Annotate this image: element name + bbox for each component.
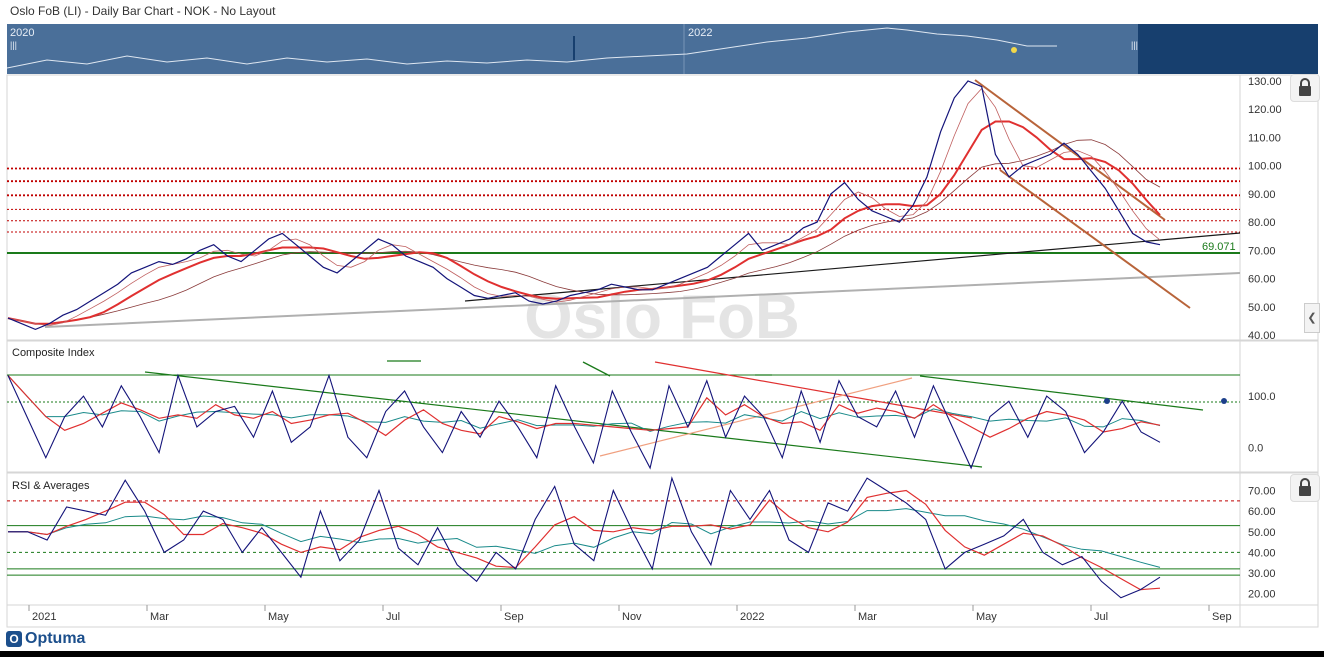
price-moving-average[interactable] <box>7 120 1161 325</box>
composite-tick-label: 100.0 <box>1248 391 1276 403</box>
price-tick-label: 100.00 <box>1248 161 1282 173</box>
collapse-panel-chevron-icon[interactable]: ❮ <box>1304 303 1320 333</box>
rsi-panel <box>6 472 1319 606</box>
price-lock-icon[interactable] <box>1290 74 1320 102</box>
price-tick-label: 120.00 <box>1248 104 1282 116</box>
composite-dot-2 <box>1221 398 1227 404</box>
time-axis <box>6 604 1319 628</box>
price-tick-label: 60.00 <box>1248 274 1276 286</box>
navigator-year-2020: 2020 <box>10 27 34 39</box>
x-tick-label: 2021 <box>32 611 56 623</box>
x-tick-label: Sep <box>504 611 524 623</box>
rsi-lock-icon[interactable] <box>1290 474 1320 502</box>
price-tick-label: 90.00 <box>1248 189 1276 201</box>
rsi-slow-average[interactable] <box>8 508 1161 568</box>
composite-trend-down-2[interactable] <box>919 375 1204 411</box>
secondary-trendline[interactable] <box>464 232 1241 302</box>
rsi-tick-label: 30.00 <box>1248 568 1276 580</box>
price-fast-average[interactable] <box>7 87 1161 327</box>
navigator-sparkline <box>7 27 1057 69</box>
composite-marker-1[interactable] <box>582 361 611 377</box>
rsi-tick-label: 60.00 <box>1248 506 1276 518</box>
downtrend-lower[interactable] <box>999 169 1191 309</box>
composite-trend-red[interactable] <box>654 361 973 419</box>
rsi-line[interactable] <box>8 476 1161 599</box>
support-level-label: 69.071 <box>1202 241 1236 253</box>
composite-dot-1 <box>1104 398 1110 404</box>
downtrend-upper[interactable] <box>974 79 1166 221</box>
x-tick-label: Jul <box>386 611 400 623</box>
navigator-handle-right[interactable]: ||| <box>1131 40 1138 50</box>
composite-fast-average[interactable] <box>7 375 1161 438</box>
rsi-tick-label: 20.00 <box>1248 589 1276 601</box>
composite-index-line[interactable] <box>7 373 1161 470</box>
composite-slow-average[interactable] <box>7 375 1161 432</box>
navigator-handle-left[interactable]: ||| <box>10 40 17 50</box>
composite-title: Composite Index <box>12 347 95 359</box>
composite-panel <box>6 340 1319 473</box>
rsi-title: RSI & Averages <box>12 480 90 492</box>
x-tick-label: Mar <box>150 611 169 623</box>
x-tick-label: 2022 <box>740 611 764 623</box>
navigator-year-2022: 2022 <box>688 27 712 39</box>
x-tick-label: Nov <box>622 611 642 623</box>
composite-tick-label: 0.0 <box>1248 443 1263 455</box>
navigator-marker <box>1011 47 1017 53</box>
price-tick-label: 50.00 <box>1248 302 1276 314</box>
optuma-logo-text: Optuma <box>25 630 86 647</box>
long-term-trendline[interactable] <box>44 272 1241 328</box>
navigator-bar[interactable]: 2020 2022 ||| ||| <box>7 24 1318 74</box>
x-tick-label: May <box>268 611 289 623</box>
chart-title: Oslo FoB (LI) - Daily Bar Chart - NOK - … <box>10 4 276 18</box>
price-tick-label: 70.00 <box>1248 245 1276 257</box>
price-line[interactable] <box>7 80 1161 331</box>
x-tick-label: Jul <box>1094 611 1108 623</box>
price-tick-label: 110.00 <box>1248 132 1281 144</box>
price-tick-label: 40.00 <box>1248 330 1276 342</box>
rsi-tick-label: 50.00 <box>1248 527 1276 539</box>
rsi-tick-label: 40.00 <box>1248 547 1276 559</box>
price-tick-label: 80.00 <box>1248 217 1276 229</box>
price-tick-label: 130.00 <box>1248 76 1282 88</box>
rsi-fast-average[interactable] <box>8 489 1161 591</box>
x-tick-label: May <box>976 611 997 623</box>
optuma-logo: O Optuma <box>6 630 85 648</box>
price-panel <box>6 74 1319 341</box>
optuma-logo-icon: O <box>6 631 22 647</box>
rsi-tick-label: 70.00 <box>1248 486 1276 498</box>
bottom-bar <box>0 651 1324 657</box>
x-tick-label: Mar <box>858 611 877 623</box>
composite-trend-down[interactable] <box>144 371 983 468</box>
x-tick-label: Sep <box>1212 611 1232 623</box>
